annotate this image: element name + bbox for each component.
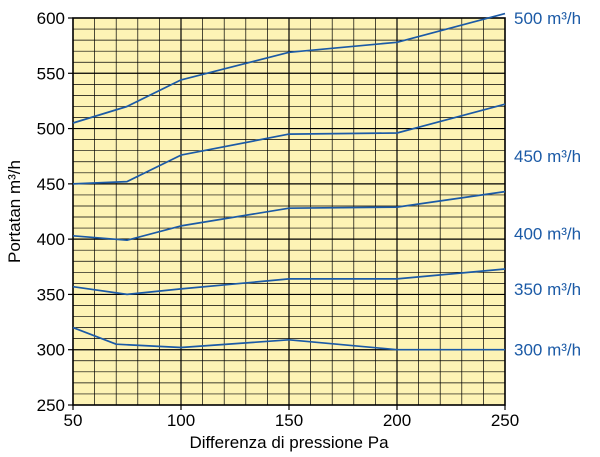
y-tick-label: 600 bbox=[37, 9, 65, 28]
series-label-2: 350 m³/h bbox=[514, 280, 581, 299]
y-tick-label: 300 bbox=[37, 341, 65, 360]
axes: 50 100 150 200 250 250 300 350 400 450 500 550 600 bbox=[37, 9, 520, 430]
series-label-4: 450 m³/h bbox=[514, 147, 581, 166]
x-tick-label: 50 bbox=[64, 411, 83, 430]
y-tick-label: 550 bbox=[37, 64, 65, 83]
series-label-3: 400 m³/h bbox=[514, 225, 581, 244]
series-line-2 bbox=[72, 268, 506, 296]
y-tick-label: 500 bbox=[37, 120, 65, 139]
x-tick-label: 250 bbox=[491, 411, 519, 430]
y-axis-title: Portatan m³/h bbox=[5, 160, 24, 263]
x-tick-label: 200 bbox=[383, 411, 411, 430]
series-label-5: 500 m³/h bbox=[514, 9, 581, 28]
y-tick-label: 400 bbox=[37, 230, 65, 249]
x-tick-label: 100 bbox=[167, 411, 195, 430]
y-tick-label: 350 bbox=[37, 285, 65, 304]
plot-area bbox=[72, 17, 506, 406]
y-tick-label: 250 bbox=[37, 396, 65, 415]
series-line-4 bbox=[72, 103, 506, 185]
y-tick-label: 450 bbox=[37, 175, 65, 194]
series-lines bbox=[72, 12, 506, 351]
x-axis-title: Differenza di pressione Pa bbox=[189, 433, 389, 452]
x-tick-label: 150 bbox=[275, 411, 303, 430]
series-line-1 bbox=[72, 326, 505, 351]
series-label-1: 300 m³/h bbox=[514, 341, 581, 360]
series-line-3 bbox=[72, 190, 506, 242]
series-line-5 bbox=[72, 12, 506, 124]
series-labels: 300 m³/h 350 m³/h 400 m³/h 450 m³/h 500 m³/h bbox=[514, 9, 581, 360]
